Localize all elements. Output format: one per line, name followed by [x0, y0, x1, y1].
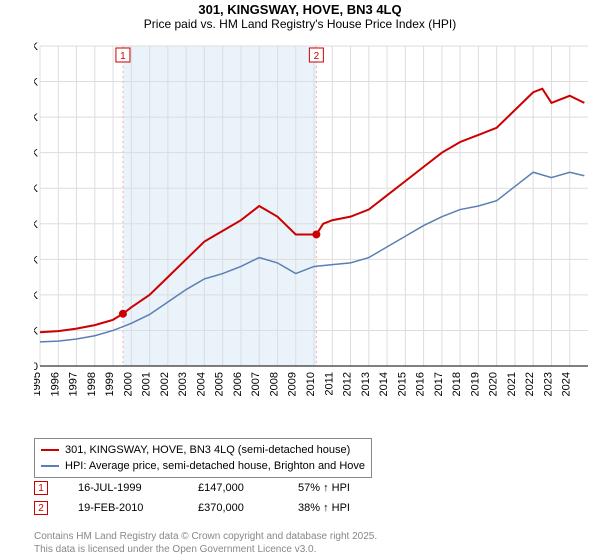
svg-text:1995: 1995: [34, 372, 43, 396]
legend-label: 301, KINGSWAY, HOVE, BN3 4LQ (semi-detac…: [65, 442, 350, 458]
svg-text:£800K: £800K: [34, 77, 39, 89]
svg-text:2019: 2019: [469, 372, 481, 396]
sale-date: 19-FEB-2010: [78, 502, 168, 514]
footer: Contains HM Land Registry data © Crown c…: [34, 530, 377, 556]
sales-table: 1 16-JUL-1999 £147,000 57% ↑ HPI 2 19-FE…: [34, 478, 350, 518]
sale-price: £370,000: [198, 502, 268, 514]
svg-text:2006: 2006: [232, 372, 244, 396]
svg-text:£0: £0: [34, 361, 38, 373]
svg-text:2009: 2009: [287, 372, 299, 396]
legend-swatch: [41, 465, 59, 467]
svg-text:2: 2: [314, 51, 320, 62]
sale-delta: 57% ↑ HPI: [298, 482, 350, 494]
svg-text:£900K: £900K: [34, 41, 39, 53]
svg-text:1999: 1999: [104, 372, 116, 396]
svg-text:1: 1: [120, 51, 126, 62]
chart-title: 301, KINGSWAY, HOVE, BN3 4LQ: [0, 2, 600, 17]
svg-text:2024: 2024: [561, 372, 573, 396]
legend: 301, KINGSWAY, HOVE, BN3 4LQ (semi-detac…: [34, 438, 372, 478]
svg-text:2008: 2008: [268, 372, 280, 396]
footer-line: Contains HM Land Registry data © Crown c…: [34, 530, 377, 543]
svg-text:£300K: £300K: [34, 254, 39, 266]
svg-text:2007: 2007: [250, 372, 262, 396]
svg-text:£500K: £500K: [34, 183, 39, 195]
svg-text:2017: 2017: [433, 372, 445, 396]
sales-row: 1 16-JUL-1999 £147,000 57% ↑ HPI: [34, 478, 350, 498]
legend-swatch: [41, 449, 59, 451]
svg-text:2023: 2023: [542, 372, 554, 396]
chart-container: 301, KINGSWAY, HOVE, BN3 4LQ Price paid …: [0, 0, 600, 560]
svg-text:2003: 2003: [177, 372, 189, 396]
svg-text:£400K: £400K: [34, 219, 39, 231]
chart-subtitle: Price paid vs. HM Land Registry's House …: [0, 17, 600, 31]
svg-text:2011: 2011: [323, 372, 335, 396]
svg-text:2005: 2005: [214, 372, 226, 396]
svg-text:2022: 2022: [524, 372, 536, 396]
svg-text:2020: 2020: [488, 372, 500, 396]
legend-row: 301, KINGSWAY, HOVE, BN3 4LQ (semi-detac…: [41, 442, 365, 458]
legend-label: HPI: Average price, semi-detached house,…: [65, 458, 365, 474]
sale-price: £147,000: [198, 482, 268, 494]
svg-text:2004: 2004: [195, 372, 207, 396]
svg-text:2014: 2014: [378, 372, 390, 396]
title-block: 301, KINGSWAY, HOVE, BN3 4LQ Price paid …: [0, 0, 600, 31]
svg-text:2010: 2010: [305, 372, 317, 396]
svg-text:1997: 1997: [68, 372, 80, 396]
svg-text:2012: 2012: [342, 372, 354, 396]
sale-marker-icon: 1: [34, 481, 48, 495]
svg-text:£600K: £600K: [34, 148, 39, 160]
svg-text:2021: 2021: [506, 372, 518, 396]
sale-marker-icon: 2: [34, 501, 48, 515]
svg-text:2015: 2015: [396, 372, 408, 396]
legend-row: HPI: Average price, semi-detached house,…: [41, 458, 365, 474]
footer-line: This data is licensed under the Open Gov…: [34, 543, 377, 556]
svg-text:2002: 2002: [159, 372, 171, 396]
svg-text:£100K: £100K: [34, 325, 39, 337]
svg-text:1996: 1996: [49, 372, 61, 396]
svg-text:2001: 2001: [141, 372, 153, 396]
svg-text:2000: 2000: [122, 372, 134, 396]
sale-date: 16-JUL-1999: [78, 482, 168, 494]
sale-delta: 38% ↑ HPI: [298, 502, 350, 514]
svg-text:2013: 2013: [360, 372, 372, 396]
svg-text:2018: 2018: [451, 372, 463, 396]
sales-row: 2 19-FEB-2010 £370,000 38% ↑ HPI: [34, 498, 350, 518]
svg-text:£700K: £700K: [34, 112, 39, 124]
chart-svg: £0 £100K £200K £300K £400K £500K £600K £700K £80…: [34, 40, 594, 400]
svg-text:2016: 2016: [415, 372, 427, 396]
svg-text:1998: 1998: [86, 372, 98, 396]
svg-text:£200K: £200K: [34, 290, 39, 302]
